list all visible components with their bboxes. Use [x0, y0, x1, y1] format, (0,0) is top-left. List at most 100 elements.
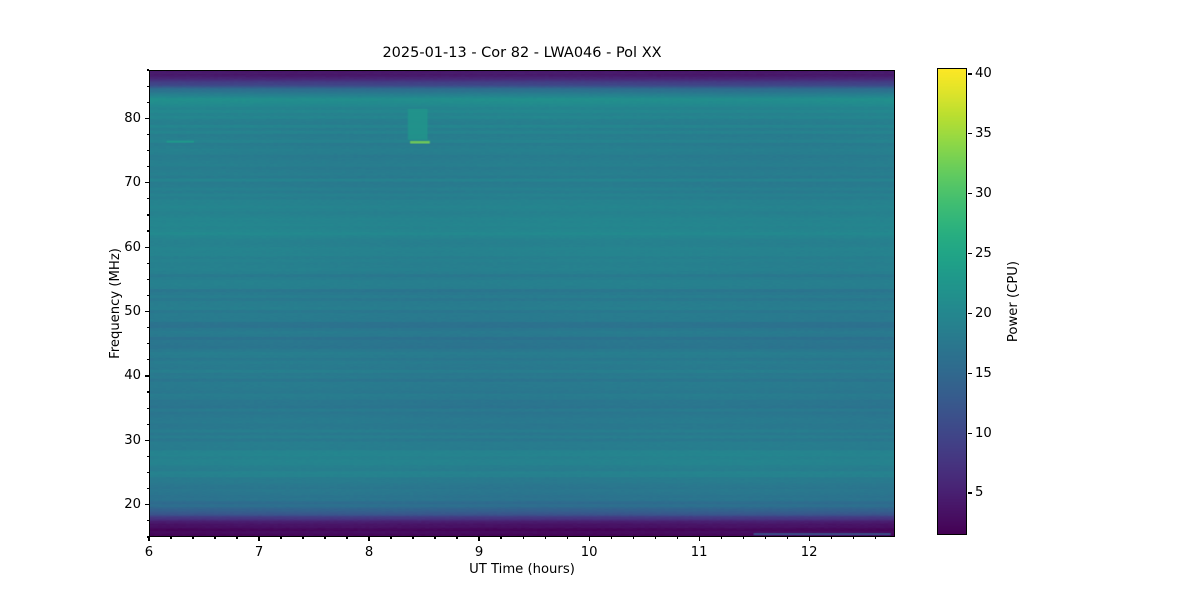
x-minor-tick-mark — [214, 537, 216, 540]
colorbar-tick-mark — [968, 432, 973, 434]
y-minor-tick-mark — [146, 198, 149, 200]
y-minor-tick-mark — [146, 488, 149, 490]
colorbar-tick-mark — [968, 492, 973, 494]
y-tick-label: 50 — [124, 303, 141, 319]
y-axis-title: Frequency (MHz) — [108, 248, 123, 359]
colorbar-tick-label: 25 — [975, 246, 992, 261]
x-tick-label: 12 — [800, 545, 818, 560]
y-minor-tick-mark — [146, 520, 149, 522]
x-minor-tick-mark — [346, 537, 348, 540]
colorbar-tick-label: 10 — [975, 425, 992, 441]
x-minor-tick-mark — [170, 537, 172, 540]
x-tick-label: 9 — [474, 545, 484, 560]
y-minor-tick-mark — [146, 69, 149, 71]
colorbar-tick-label: 15 — [975, 365, 992, 381]
y-tick-label: 60 — [124, 239, 141, 255]
colorbar-title: Power (CPU) — [1006, 260, 1021, 343]
y-minor-tick-mark — [146, 101, 149, 103]
x-minor-tick-mark — [544, 537, 546, 540]
x-tick-mark — [808, 537, 810, 542]
x-minor-tick-mark — [390, 537, 392, 540]
y-minor-tick-mark — [146, 149, 149, 152]
colorbar-tick-label: 5 — [975, 485, 984, 501]
y-minor-tick-mark — [146, 343, 149, 345]
y-minor-tick-mark — [146, 407, 149, 409]
y-tick-mark — [144, 375, 149, 377]
y-minor-tick-mark — [146, 166, 149, 168]
x-minor-tick-mark — [764, 537, 766, 540]
x-tick-label: 11 — [690, 545, 708, 560]
y-minor-tick-mark — [146, 85, 149, 87]
x-minor-tick-mark — [720, 537, 722, 540]
x-minor-tick-mark — [456, 537, 458, 540]
x-minor-tick-mark — [874, 537, 876, 540]
y-minor-tick-mark — [146, 423, 149, 425]
y-minor-tick-mark — [146, 294, 149, 297]
y-tick-mark — [144, 439, 149, 441]
x-tick-mark — [698, 537, 700, 542]
colorbar-tick-label: 30 — [975, 186, 992, 202]
y-tick-label: 70 — [124, 175, 141, 191]
colorbar-tick-label: 40 — [975, 66, 992, 82]
x-minor-tick-mark — [852, 537, 854, 540]
colorbar-tick-label: 20 — [975, 305, 992, 321]
spectrogram-axes[interactable] — [149, 70, 895, 537]
colorbar-tick-mark — [968, 253, 973, 255]
x-axis-title: UT Time (hours) — [469, 562, 575, 577]
y-tick-label: 40 — [124, 368, 141, 384]
y-minor-tick-mark — [146, 536, 149, 538]
spectrogram-image — [150, 71, 894, 536]
y-minor-tick-mark — [146, 133, 149, 135]
y-tick-label: 20 — [124, 497, 141, 513]
x-minor-tick-mark — [632, 537, 634, 540]
x-minor-tick-mark — [192, 537, 194, 540]
x-minor-tick-mark — [500, 537, 502, 540]
y-minor-tick-mark — [146, 278, 149, 280]
y-minor-tick-mark — [146, 471, 149, 474]
colorbar-tick-mark — [968, 133, 973, 135]
x-minor-tick-mark — [676, 537, 678, 540]
y-minor-tick-mark — [146, 214, 149, 216]
x-minor-tick-mark — [786, 537, 788, 540]
colorbar-gradient — [938, 69, 966, 534]
colorbar-tick-mark — [968, 312, 973, 315]
y-minor-tick-mark — [146, 359, 149, 361]
x-minor-tick-mark — [324, 537, 326, 540]
x-minor-tick-mark — [302, 537, 304, 540]
y-tick-mark — [144, 117, 149, 119]
x-tick-label: 7 — [254, 545, 264, 560]
x-minor-tick-mark — [434, 537, 436, 540]
x-minor-tick-mark — [522, 537, 524, 540]
y-minor-tick-mark — [146, 262, 149, 264]
x-minor-tick-mark — [610, 537, 612, 540]
x-tick-label: 10 — [580, 545, 598, 560]
chart-title: 2025-01-13 - Cor 82 - LWA046 - Pol XX — [382, 45, 662, 61]
x-tick-label: 6 — [144, 545, 154, 560]
colorbar[interactable] — [937, 68, 967, 535]
y-tick-label: 80 — [124, 110, 141, 126]
x-tick-mark — [588, 537, 590, 542]
x-tick-mark — [368, 537, 370, 542]
x-tick-mark — [258, 537, 260, 542]
y-tick-mark — [144, 310, 149, 313]
y-minor-tick-mark — [146, 327, 149, 329]
y-tick-mark — [144, 504, 149, 506]
x-minor-tick-mark — [830, 537, 832, 540]
y-tick-label: 30 — [124, 432, 141, 448]
y-minor-tick-mark — [146, 230, 149, 232]
x-tick-mark — [148, 537, 150, 542]
y-minor-tick-mark — [146, 455, 149, 458]
x-minor-tick-mark — [236, 537, 238, 540]
x-minor-tick-mark — [566, 537, 568, 540]
x-minor-tick-mark — [654, 537, 656, 540]
x-minor-tick-mark — [280, 537, 282, 540]
y-tick-mark — [144, 182, 149, 184]
colorbar-tick-mark — [968, 193, 973, 195]
x-tick-mark — [478, 537, 480, 542]
x-minor-tick-mark — [742, 537, 744, 540]
colorbar-tick-mark — [968, 372, 973, 374]
y-minor-tick-mark — [146, 391, 149, 393]
x-tick-label: 8 — [364, 545, 374, 560]
colorbar-tick-label: 35 — [975, 126, 992, 142]
